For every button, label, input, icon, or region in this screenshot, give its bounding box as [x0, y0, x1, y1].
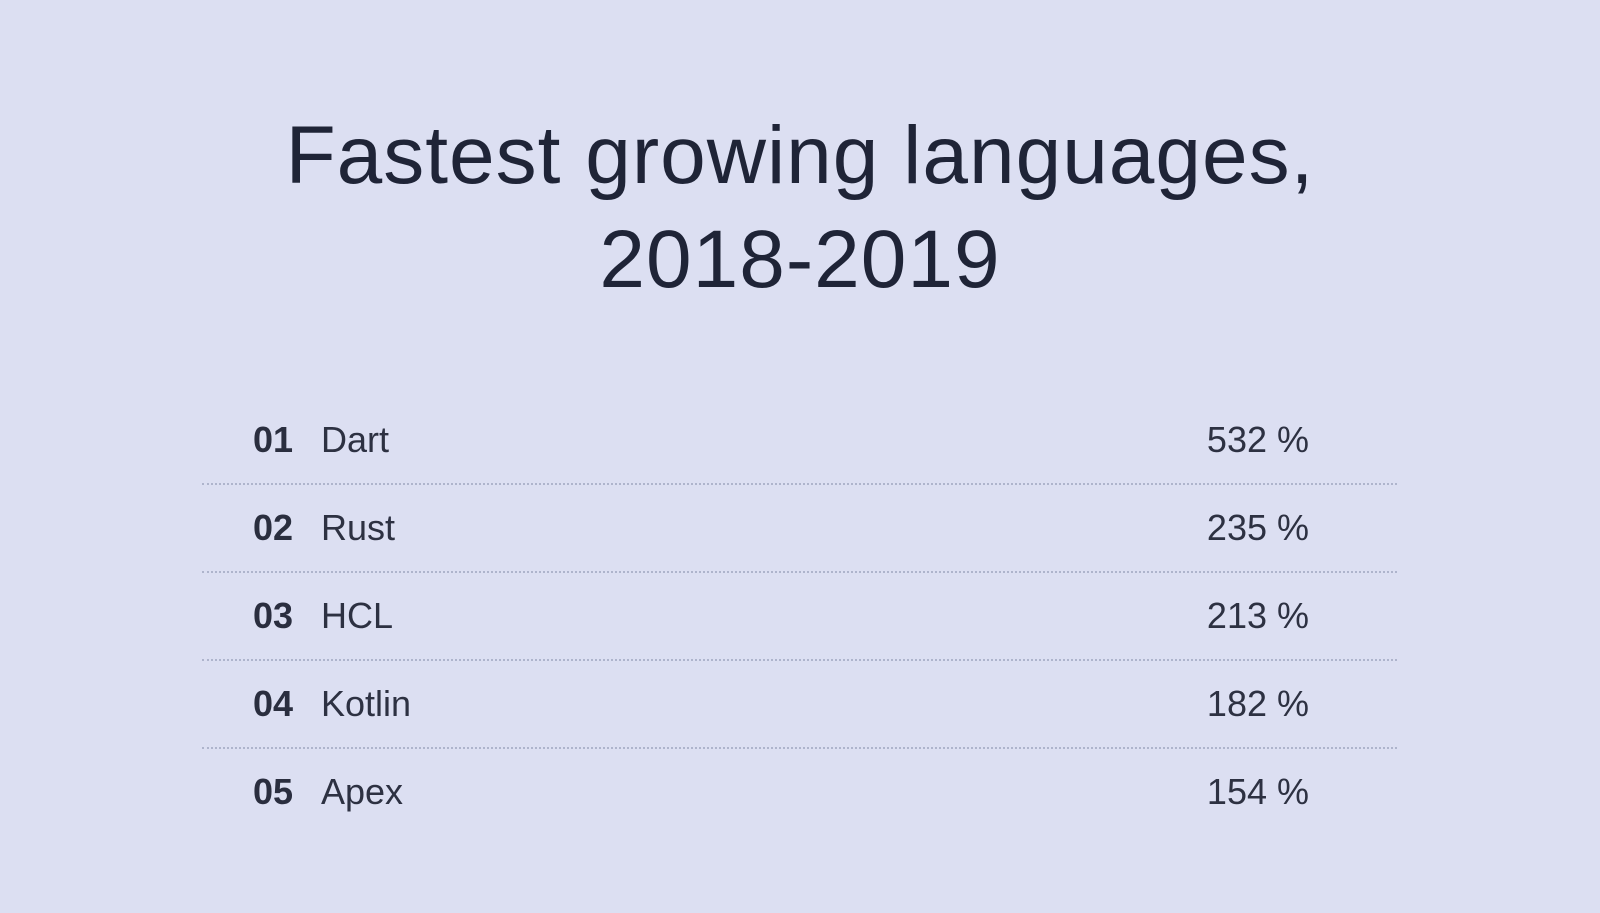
rank-number: 05: [253, 771, 294, 812]
language-name: Rust: [321, 507, 396, 548]
growth-value: 182 %: [1206, 683, 1309, 724]
language-name: Apex: [321, 771, 404, 812]
list-item: 02 Rust 235 %: [202, 483, 1397, 571]
title-line-1: Fastest growing languages,: [285, 110, 1315, 201]
language-name: HCL: [321, 595, 394, 636]
list-item: 04 Kotlin 182 %: [202, 659, 1397, 747]
rank-number: 03: [253, 595, 294, 636]
rank-number: 01: [253, 419, 294, 460]
list-item: 01 Dart 532 %: [202, 397, 1397, 483]
list-item: 03 HCL 213 %: [202, 571, 1397, 659]
list-item: 05 Apex 154 %: [202, 747, 1397, 835]
language-name: Kotlin: [321, 683, 412, 724]
rank-number: 04: [253, 683, 294, 724]
rank-number: 02: [253, 507, 294, 548]
growth-value: 213 %: [1206, 595, 1309, 636]
title-line-2: 2018-2019: [599, 214, 1001, 305]
language-name: Dart: [321, 419, 390, 460]
growth-value: 154 %: [1206, 771, 1309, 812]
growth-value: 235 %: [1206, 507, 1309, 548]
page-title: Fastest growing languages, 2018-2019: [0, 104, 1600, 312]
growth-value: 532 %: [1206, 419, 1309, 460]
language-ranking-list: 01 Dart 532 % 02 Rust 235 % 03 HCL 213 %…: [202, 397, 1397, 835]
